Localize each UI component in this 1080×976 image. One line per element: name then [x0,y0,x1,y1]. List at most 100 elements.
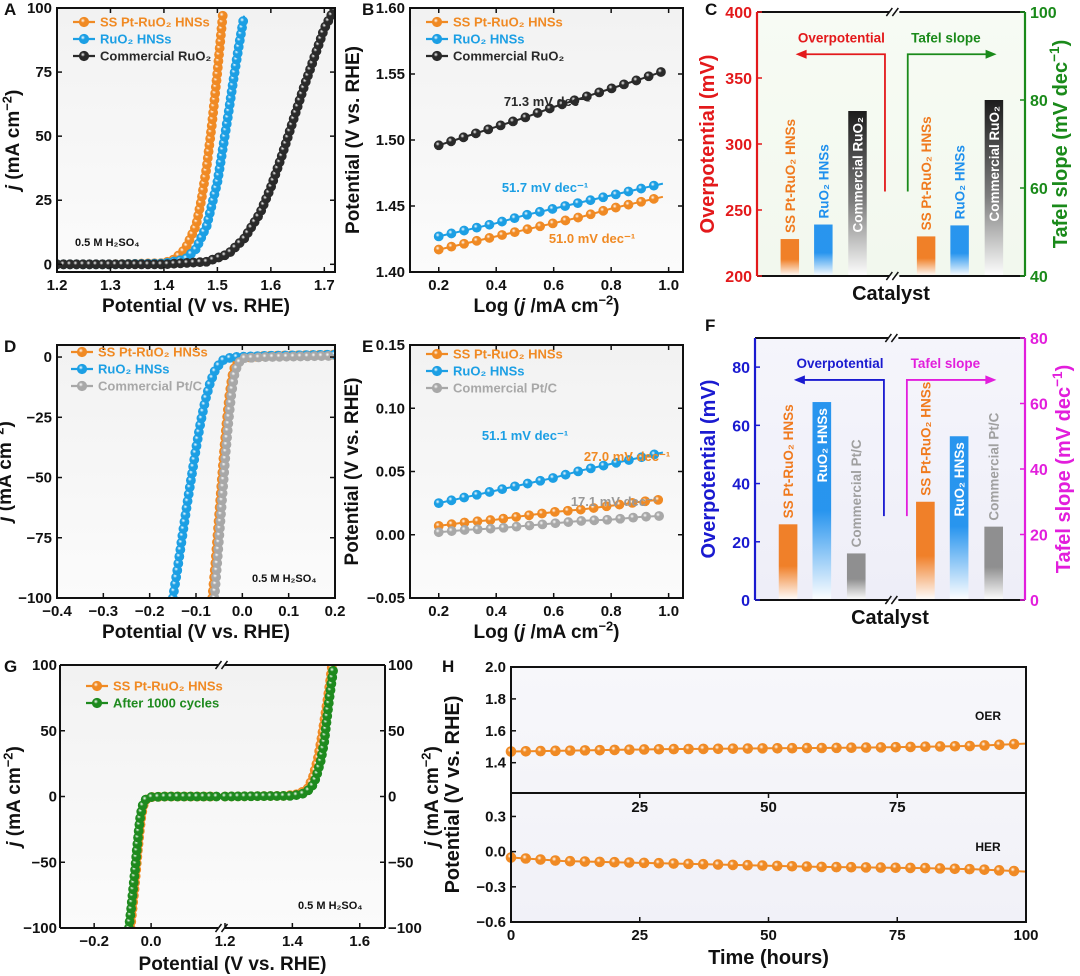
x-tick-label: 0.1 [278,603,299,620]
legend-label: SS Pt-RuO₂ HNSs [100,15,210,30]
bar-label: SS Pt-RuO₂ HNSs [919,116,934,230]
y-tick-label: 1.45 [376,198,405,215]
y-axis-title-part: −2 [0,96,14,111]
y-tick-label: 0.3 [485,808,506,825]
panel-letter: E [362,337,373,356]
tafel-arrow [905,379,991,517]
y-tick-label: 1.6 [485,723,506,740]
bar [916,501,935,600]
bar-label: SS Pt-RuO₂ HNSs [781,404,796,518]
y-axis-title: Potential (V vs. RHE) [343,46,364,234]
left-tick-label: 200 [725,269,752,286]
axis-frame [757,11,1025,277]
x-tick-label: −0.3 [89,603,119,620]
data-point [446,228,457,239]
legend-entry: SS Pt-RuO₂ HNSs [426,347,563,362]
legend-entry: RuO₂ HNSs [426,32,525,47]
data-point [638,857,650,869]
data-point [433,244,444,255]
y-tick-label: −25 [27,409,52,426]
x-tick-label: 1.6 [260,277,281,294]
data-point [564,855,576,867]
data-point [579,856,591,867]
y-tick-label: 25 [35,192,52,209]
bar-label: Commercial Pt/C [987,412,1002,520]
arrow-label: Overpotential [797,356,884,371]
annotation: 0.5 M H₂SO₄ [252,573,317,585]
bar-label: Commercial Pt/C [849,439,864,547]
right-axis-title: j (mA cm−2) [418,746,443,850]
legend-entry: RuO₂ HNSs [426,364,525,379]
left-tick-label: 250 [725,203,752,220]
data-point [846,742,857,754]
data-point [91,680,103,692]
y-tick-label: −100 [18,590,52,607]
overpotential-arrow [799,379,885,517]
data-point [522,478,533,489]
y-axis-title-part: Potential (V vs. RHE) [442,696,464,894]
y-axis-title-part: Potential (V vs. RHE) [343,46,364,234]
right-tick-label: 50 [388,723,405,740]
right-axis-title-part: Tafel slope (mV dec [1050,62,1072,248]
y-tick-label: 1.4 [485,755,507,772]
data-point [623,455,634,465]
legend-label: Commercial Pt/C [453,381,558,396]
data-point [328,665,338,676]
data-point [470,128,481,139]
series [433,449,664,509]
x-axis-title: Catalyst [852,283,930,305]
y-tick-label: 1.40 [376,264,405,281]
her-subplot: −0.6 −0.3 0.0 0.3 HER [476,808,1027,931]
x-tick-label: 0.4 [486,277,508,294]
data-point [648,193,659,204]
data-point [509,227,520,238]
data-point [471,222,482,233]
legend-label: Commercial Pt/C [98,379,203,394]
data-point [238,16,249,27]
x-tick-label: −0.2 [135,603,165,620]
x-tick-label: 0.0 [232,603,253,620]
right-tick-label: −50 [388,854,413,871]
bar-label: SS Pt-RuO₂ HNSs [918,382,933,496]
data-point [549,506,560,517]
data-point [683,858,694,870]
series [220,665,338,802]
bar-label: SS Pt-RuO₂ HNSs [783,119,798,233]
data-point [522,209,533,220]
panel-G: −0.2 0.0 1.2 1.4 1.6 −100 −100 −50 −50 0 0 50 50 100 1… [0,657,443,975]
y-tick-label: 1.55 [376,66,405,83]
bar [846,553,866,600]
right-tick-label: 20 [1030,528,1048,545]
data-point [576,516,587,526]
y-axis-title: Potential (V vs. RHE) [342,378,363,566]
data-point [511,521,522,532]
data-point [497,216,507,227]
data-point [609,856,620,868]
data-point [598,460,609,471]
series [433,193,664,255]
panel-H: 1.4 1.6 1.8 2.0 OER −0.6 −0.3 0.0 0.3 HER 0 25 50 75 1… [442,657,1039,969]
data-point [537,519,548,530]
data-point [964,863,975,875]
data-point [548,473,558,483]
x-tick-label: 1.0 [658,603,679,620]
right-axis-title: Tafel slope (mV dec−1) [1050,365,1075,574]
bar [984,100,1004,276]
x-tick-label: 1.0 [658,277,679,294]
right-axis-title-part: −2 [418,753,433,768]
data-point [949,740,961,752]
y-tick-label: −50 [27,470,52,487]
data-point [653,494,664,505]
data-point [76,380,88,392]
y-tick-label: 1.8 [485,691,506,708]
axis-break-mark [884,333,898,343]
right-axis-title-part: −1 [1050,371,1065,387]
data-point [772,742,783,754]
data-point [816,742,828,754]
y-axis-title-part: (mA cm [3,111,24,185]
panel-D: −0.4 −0.3 −0.2 −0.1 0.0 0.1 0.2 0 −25 −50 −75 −100 P… [0,337,345,643]
y-tick-label: 50 [35,128,52,145]
panel-letter: D [4,337,16,356]
right-tick-label: 0 [1030,593,1039,610]
data-point [459,238,469,249]
